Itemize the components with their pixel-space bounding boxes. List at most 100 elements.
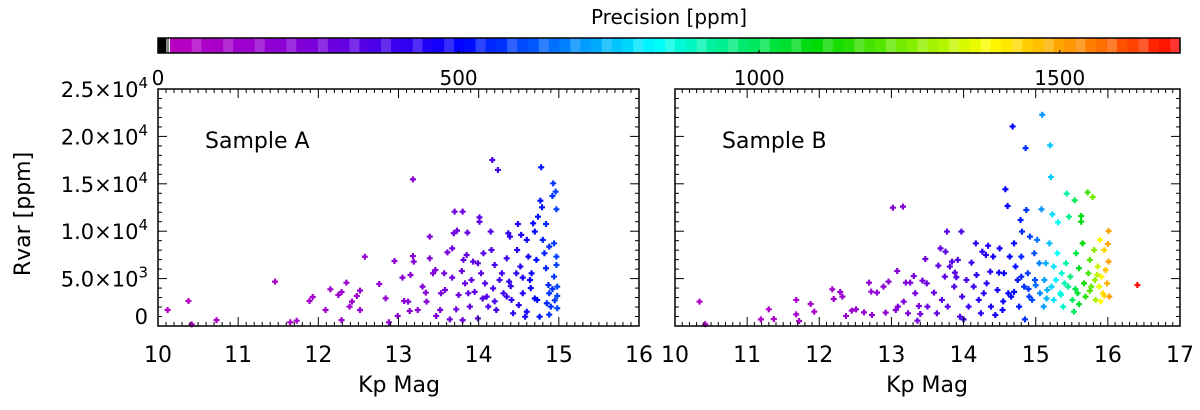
colorbar-band xyxy=(443,38,455,53)
data-point xyxy=(1042,260,1049,267)
data-point xyxy=(482,280,489,287)
colorbar-band xyxy=(864,38,876,53)
data-point xyxy=(944,303,951,310)
colorbar-frame xyxy=(157,37,1181,54)
data-point xyxy=(1091,246,1098,253)
data-point xyxy=(538,204,545,211)
colorbar-tick-label: 1500 xyxy=(1034,66,1085,90)
y-tick-label: 2.5×104 xyxy=(61,74,148,102)
colorbar-band xyxy=(254,38,266,53)
data-point xyxy=(410,258,417,265)
data-point xyxy=(494,166,501,173)
data-point xyxy=(213,317,220,324)
data-point xyxy=(546,311,553,318)
data-point xyxy=(1047,142,1054,149)
y-tick-label: 0 xyxy=(135,305,148,329)
data-point xyxy=(525,253,532,260)
data-point xyxy=(1014,277,1021,284)
x-tick-label: 12 xyxy=(304,343,332,368)
data-point xyxy=(429,270,436,277)
data-point xyxy=(1037,290,1044,297)
data-point xyxy=(450,230,457,237)
data-point xyxy=(1063,260,1070,267)
colorbar-band xyxy=(348,38,360,53)
data-point xyxy=(882,309,889,316)
x-tick-label: 11 xyxy=(733,343,761,368)
data-point xyxy=(1029,296,1036,303)
data-point xyxy=(479,295,486,302)
data-point xyxy=(942,248,949,255)
data-point xyxy=(1026,293,1033,300)
data-point xyxy=(522,313,529,320)
data-point xyxy=(1041,277,1048,284)
data-point xyxy=(1016,303,1023,310)
data-point xyxy=(451,208,458,215)
data-point xyxy=(1072,286,1079,293)
data-point xyxy=(399,274,406,281)
panel-b-x-axis-label: Kp Mag xyxy=(886,373,968,398)
data-point xyxy=(536,313,543,320)
data-point xyxy=(1044,286,1051,293)
data-point xyxy=(842,312,849,319)
data-point xyxy=(459,208,466,215)
colorbar-band xyxy=(475,38,487,53)
colorbar-band xyxy=(233,38,245,53)
colorbar-band xyxy=(1095,38,1107,53)
data-point xyxy=(839,293,846,300)
data-point xyxy=(1017,217,1024,224)
data-point xyxy=(1061,280,1068,287)
data-point xyxy=(453,306,460,313)
y-tick-label: 1.0×104 xyxy=(61,216,148,244)
data-point xyxy=(488,246,495,253)
colorbar-band xyxy=(643,38,655,53)
colorbar-band xyxy=(738,38,750,53)
data-point xyxy=(1088,283,1095,290)
data-point xyxy=(543,265,550,272)
data-point xyxy=(353,292,360,299)
data-point xyxy=(552,188,559,195)
colorbar-band xyxy=(401,38,413,53)
data-point xyxy=(531,295,538,302)
data-point xyxy=(361,253,368,260)
panel-sample-b: 10 11 12 13 14 15 16 17 xyxy=(661,88,1194,368)
data-point xyxy=(1012,263,1019,270)
data-point xyxy=(973,271,980,278)
data-point xyxy=(868,288,875,295)
data-point xyxy=(959,293,966,300)
data-point xyxy=(1098,273,1105,280)
data-point xyxy=(1102,266,1109,273)
data-point xyxy=(423,298,430,305)
data-point xyxy=(1106,293,1113,300)
data-point xyxy=(449,245,456,252)
data-point xyxy=(538,164,545,171)
data-point xyxy=(1018,273,1025,280)
data-point xyxy=(1046,240,1053,247)
data-point xyxy=(1011,240,1018,247)
data-point xyxy=(924,303,931,310)
colorbar-band xyxy=(790,38,802,53)
data-point xyxy=(1063,190,1070,197)
data-point xyxy=(391,257,398,264)
colorbar-band xyxy=(959,38,971,53)
y-tick-label: 2.0×104 xyxy=(61,121,148,149)
data-point xyxy=(963,277,970,284)
colorbar-band xyxy=(1053,38,1065,53)
colorbar-tick-label: 1000 xyxy=(734,66,785,90)
data-point xyxy=(506,233,513,240)
data-point xyxy=(462,280,469,287)
colorbar-band xyxy=(1127,38,1139,53)
data-point xyxy=(543,220,550,227)
data-point xyxy=(1038,206,1045,213)
data-point xyxy=(164,306,171,313)
data-point xyxy=(463,251,470,258)
colorbar-band xyxy=(632,38,645,53)
data-point xyxy=(1101,292,1108,299)
data-point xyxy=(491,261,498,268)
data-point xyxy=(992,312,999,319)
data-point xyxy=(407,271,414,278)
data-point xyxy=(1021,316,1028,323)
colorbar-band xyxy=(938,38,950,53)
data-point xyxy=(1018,253,1025,260)
y-tick-label-base: 1.5×10 xyxy=(61,173,139,197)
data-point xyxy=(796,317,803,324)
